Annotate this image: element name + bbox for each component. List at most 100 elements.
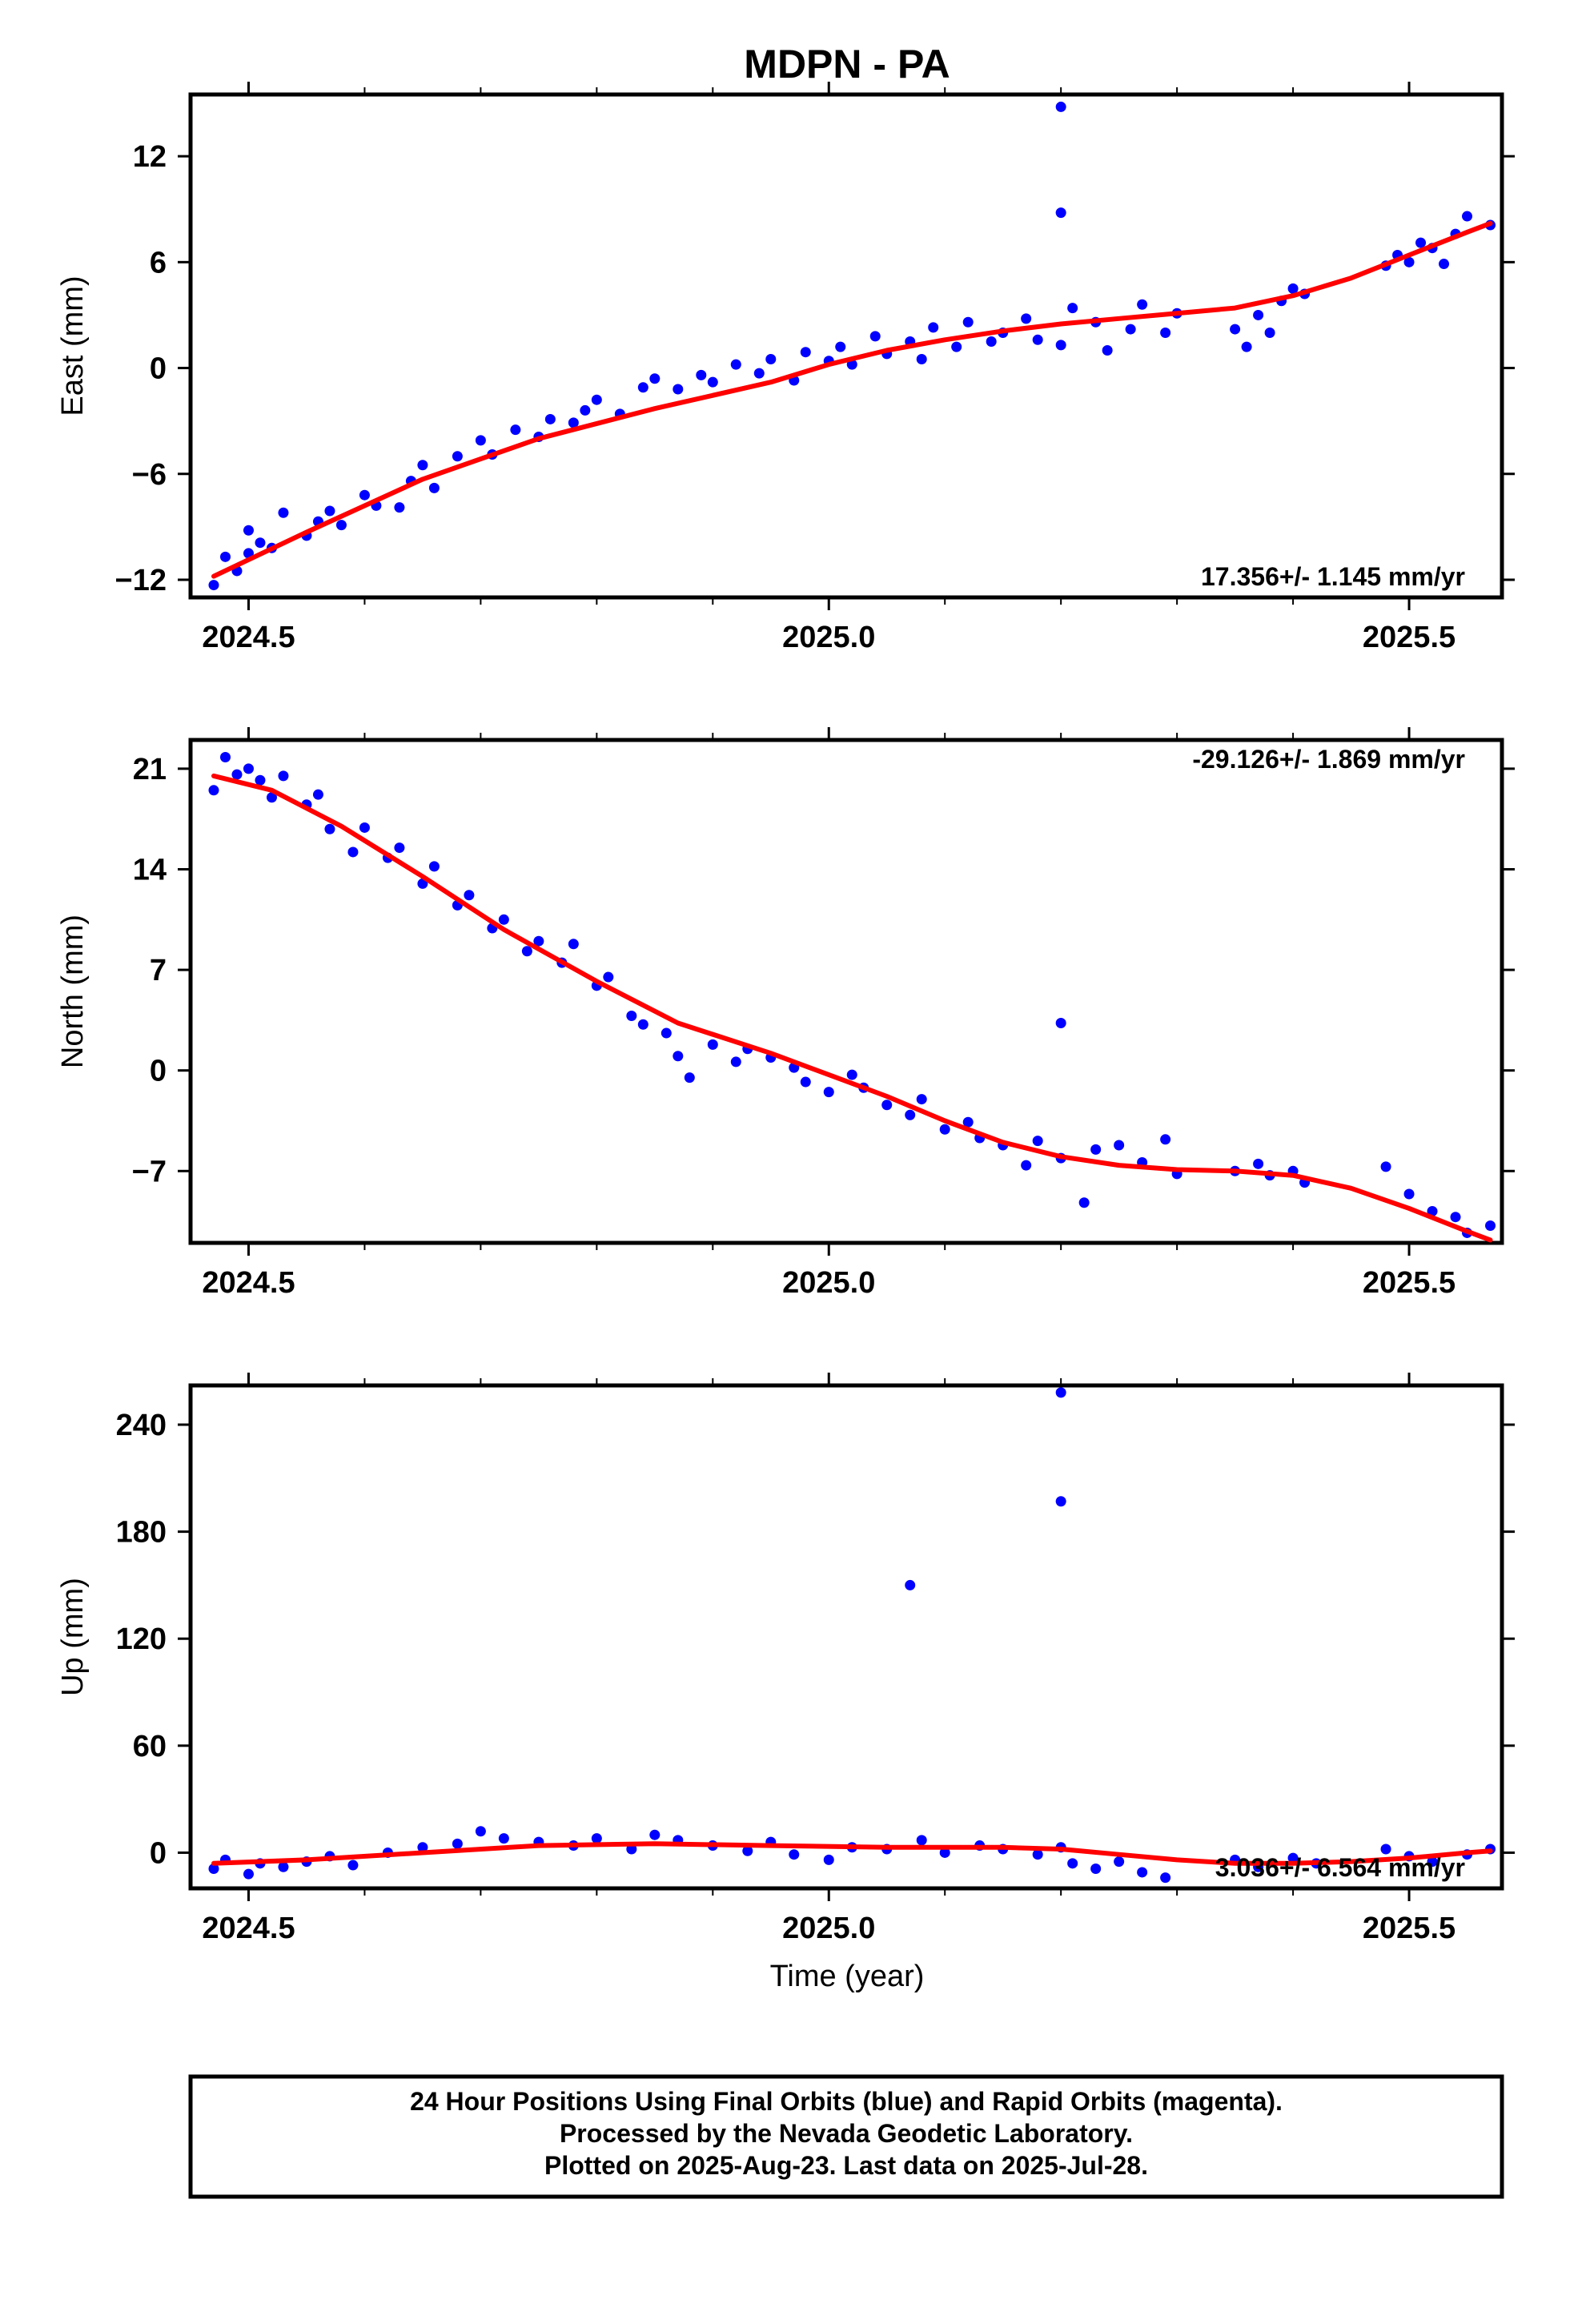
up-data-point — [649, 1829, 661, 1840]
east-data-point — [869, 331, 881, 342]
up-x-tick-label: 2025.5 — [1363, 1912, 1456, 1945]
footer-box: 24 Hour Positions Using Final Orbits (bl… — [188, 2074, 1504, 2199]
north-data-point — [962, 1116, 974, 1128]
north-data-point — [498, 914, 509, 925]
up-outlier-point — [1055, 1387, 1066, 1398]
north-data-point — [1032, 1136, 1043, 1147]
up-data-point — [208, 1864, 219, 1875]
up-data-point — [347, 1860, 359, 1871]
north-data-point — [312, 789, 323, 800]
east-data-point — [753, 368, 765, 379]
north-data-point — [823, 1087, 834, 1098]
north-data-point — [255, 774, 266, 786]
north-data-point — [673, 1051, 684, 1062]
north-data-point — [661, 1027, 672, 1039]
east-x-tick-label: 2025.5 — [1363, 621, 1456, 654]
up-data-point — [1427, 1856, 1438, 1868]
east-data-point — [835, 341, 846, 352]
east-data-point — [637, 382, 648, 393]
up-outlier-point — [1055, 1496, 1066, 1507]
east-data-point — [986, 336, 997, 347]
up-rate-label: 3.036+/- 6.564 mm/yr — [1215, 1853, 1465, 1882]
up-data-point — [742, 1845, 753, 1856]
up-x-tick-label: 2024.5 — [202, 1912, 295, 1945]
east-x-tick-label: 2025.0 — [782, 621, 875, 654]
up-data-point — [452, 1838, 463, 1849]
north-data-point — [846, 1069, 857, 1080]
north-y-tick-label: 0 — [150, 1055, 167, 1088]
east-data-point — [916, 354, 927, 365]
east-data-point — [649, 373, 661, 384]
north-data-point — [347, 846, 359, 858]
east-data-point — [359, 489, 370, 501]
east-panel: 2024.5 2025.0 2025.5 −12 −6 0 6 12 East (mm) 17.3… — [56, 82, 1515, 654]
up-data-point — [789, 1849, 800, 1860]
east-data-point — [1021, 313, 1032, 324]
east-data-point — [1055, 340, 1066, 351]
up-y-tick-label: 120 — [116, 1622, 167, 1656]
east-outlier-point — [1055, 101, 1066, 112]
up-data-point — [1067, 1858, 1078, 1869]
east-data-point — [1125, 324, 1136, 335]
east-data-point — [544, 413, 556, 424]
east-data-point — [1067, 303, 1078, 314]
north-data-point — [1253, 1158, 1264, 1169]
north-data-point — [1427, 1206, 1438, 1217]
north-y-axis-label: North (mm) — [56, 915, 90, 1068]
x-axis-label: Time (year) — [770, 1960, 925, 1993]
up-data-point — [1160, 1872, 1171, 1884]
north-data-point — [637, 1019, 648, 1030]
up-data-point — [939, 1847, 950, 1858]
north-data-point — [1078, 1197, 1090, 1208]
east-data-point — [243, 525, 254, 536]
up-y-tick-label: 60 — [133, 1730, 167, 1763]
up-data-point — [498, 1833, 509, 1844]
north-data-point — [394, 842, 405, 854]
up-y-axis-label: Up (mm) — [56, 1578, 90, 1696]
north-data-point — [684, 1072, 695, 1084]
north-rate-label: -29.126+/- 1.869 mm/yr — [1192, 745, 1465, 774]
north-data-point — [881, 1100, 893, 1111]
east-data-point — [1253, 309, 1264, 320]
footer-line-1: 24 Hour Positions Using Final Orbits (bl… — [410, 2087, 1283, 2116]
east-data-point — [1241, 341, 1252, 352]
up-data-point — [1032, 1849, 1043, 1860]
east-data-point — [278, 507, 289, 518]
north-data-point — [1160, 1134, 1171, 1145]
north-data-point — [905, 1109, 916, 1120]
east-data-point — [696, 369, 707, 380]
north-data-point — [800, 1076, 811, 1088]
north-data-point — [521, 946, 532, 957]
up-outlier-point — [905, 1579, 916, 1590]
up-plot-frame — [188, 1383, 1504, 1891]
up-data-point — [823, 1854, 834, 1865]
north-x-tick-label: 2024.5 — [202, 1266, 295, 1300]
east-data-point — [255, 537, 266, 549]
east-data-point — [591, 394, 602, 405]
north-data-point — [464, 890, 475, 901]
north-data-point — [626, 1011, 637, 1022]
up-data-point — [1090, 1864, 1102, 1875]
east-rate-label: 17.356+/- 1.145 mm/yr — [1201, 562, 1465, 591]
up-data-point — [278, 1861, 289, 1872]
up-y-tick-label: 180 — [116, 1516, 167, 1550]
north-data-point — [1021, 1160, 1032, 1171]
north-data-point — [939, 1124, 950, 1135]
footer-line-2: Processed by the Nevada Geodetic Laborat… — [560, 2119, 1133, 2148]
east-data-point — [1160, 327, 1171, 338]
north-data-point — [603, 971, 614, 983]
north-fit-line — [211, 773, 1493, 1243]
north-data-point — [730, 1056, 741, 1068]
up-y-tick-label: 0 — [150, 1836, 167, 1870]
east-plot-frame — [188, 92, 1504, 600]
east-data-point — [928, 322, 939, 333]
east-data-point — [1102, 345, 1113, 356]
up-data-point — [1114, 1856, 1125, 1868]
east-data-point — [707, 376, 718, 388]
north-data-point — [1114, 1140, 1125, 1151]
north-data-point — [231, 769, 243, 780]
east-data-point — [1264, 327, 1275, 338]
east-y-axis-label: East (mm) — [56, 275, 90, 416]
east-data-point — [452, 451, 463, 462]
